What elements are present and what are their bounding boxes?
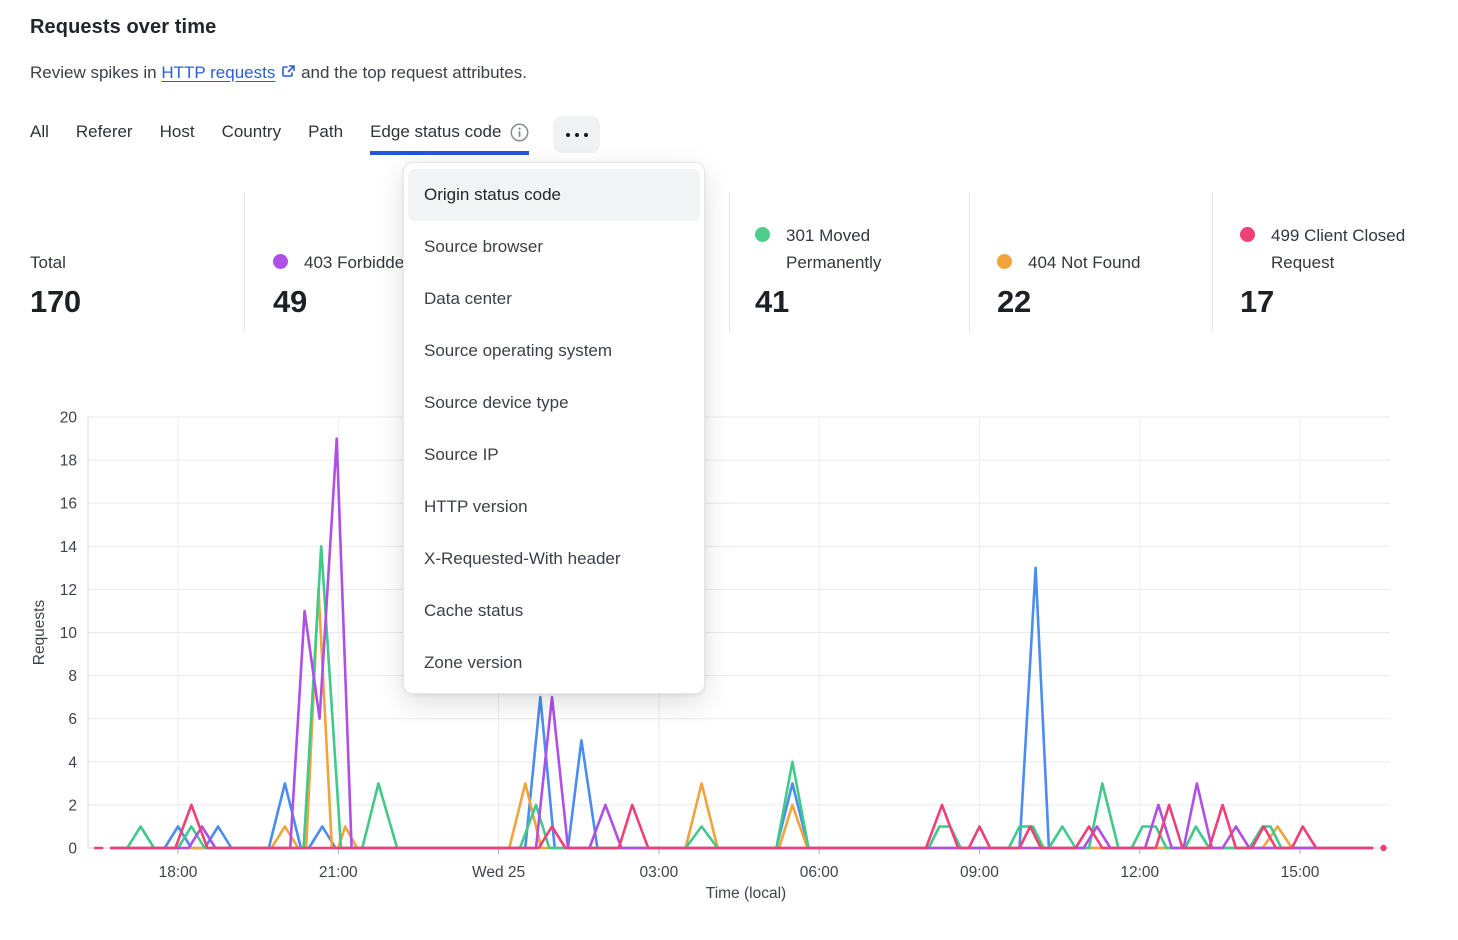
legend-dot-404 bbox=[997, 253, 1012, 269]
series-line bbox=[109, 544, 1374, 850]
tab-all[interactable]: All bbox=[30, 122, 49, 141]
stat-301-moved-permanently: 301 Moved Permanently 41 bbox=[755, 192, 928, 320]
tab-referer[interactable]: Referer bbox=[75, 122, 133, 141]
stat-divider bbox=[244, 192, 245, 332]
y-tick-label: 18 bbox=[60, 453, 77, 470]
stat-divider bbox=[1212, 192, 1213, 332]
subtitle: Review spikes in HTTP requests and the t… bbox=[30, 63, 527, 84]
menu-item-data-center[interactable]: Data center bbox=[424, 289, 512, 308]
subtitle-suffix: and the top request attributes. bbox=[296, 63, 527, 82]
menu-item-source-operating-system[interactable]: Source operating system bbox=[424, 341, 613, 360]
x-tick-label: 03:00 bbox=[639, 864, 678, 881]
menu-item-http-version[interactable]: HTTP version bbox=[424, 497, 528, 516]
x-tick-label: 09:00 bbox=[960, 864, 999, 881]
menu-item-x-requested-with-header[interactable]: X-Requested-With header bbox=[424, 549, 621, 568]
x-tick-label: 15:00 bbox=[1281, 864, 1320, 881]
external-link-icon bbox=[281, 64, 296, 84]
x-tick-label: 06:00 bbox=[800, 864, 839, 881]
more-tabs-button[interactable] bbox=[553, 116, 601, 153]
x-tick-label: 18:00 bbox=[159, 864, 198, 881]
stat-499-client-closed-request: 499 Client Closed Request 17 bbox=[1240, 192, 1413, 320]
info-icon[interactable] bbox=[510, 123, 529, 142]
y-tick-label: 2 bbox=[68, 797, 77, 814]
y-axis-label: Requests bbox=[31, 600, 48, 666]
stat-value: 49 bbox=[273, 284, 307, 319]
y-tick-label: 10 bbox=[60, 625, 78, 642]
stat-divider bbox=[729, 192, 730, 332]
stat-total: Total 170 bbox=[30, 192, 81, 320]
y-tick-label: 6 bbox=[68, 711, 77, 728]
menu-item-cache-status[interactable]: Cache status bbox=[424, 601, 524, 620]
tab-edge-status-code[interactable]: Edge status code bbox=[370, 122, 530, 155]
legend-dot-301 bbox=[755, 226, 770, 242]
x-axis-label: Time (local) bbox=[706, 885, 786, 902]
dimension-tabs: All Referer Host Country Path Edge statu… bbox=[30, 116, 601, 155]
http-requests-link[interactable]: HTTP requests bbox=[161, 63, 276, 82]
stat-label: 403 Forbidden bbox=[304, 252, 414, 272]
attribute-dropdown-menu: Origin status code Source browser Data c… bbox=[403, 162, 705, 694]
series-line bbox=[109, 437, 1374, 850]
page-title: Requests over time bbox=[30, 16, 217, 38]
y-tick-label: 8 bbox=[68, 668, 77, 685]
subtitle-prefix: Review spikes in bbox=[30, 63, 162, 82]
series-line bbox=[109, 566, 1374, 850]
y-tick-label: 14 bbox=[60, 539, 78, 556]
menu-item-source-ip[interactable]: Source IP bbox=[424, 445, 499, 464]
stat-404-not-found: 404 Not Found 22 bbox=[997, 192, 1140, 320]
menu-item-zone-version[interactable]: Zone version bbox=[424, 653, 523, 672]
y-tick-label: 4 bbox=[68, 754, 77, 771]
stat-label: 301 Moved Permanently bbox=[786, 225, 882, 272]
ellipsis-icon bbox=[565, 132, 570, 137]
menu-item-origin-status-code[interactable]: Origin status code bbox=[408, 169, 700, 221]
tab-host[interactable]: Host bbox=[159, 122, 195, 141]
stat-label: Total bbox=[30, 252, 66, 272]
menu-item-source-device-type[interactable]: Source device type bbox=[424, 393, 569, 412]
tab-country[interactable]: Country bbox=[221, 122, 282, 141]
legend-dot-403 bbox=[273, 253, 288, 269]
x-tick-label: 12:00 bbox=[1120, 864, 1159, 881]
stat-label: 499 Client Closed Request bbox=[1271, 225, 1406, 272]
y-tick-label: 12 bbox=[60, 582, 77, 599]
stat-value: 17 bbox=[1240, 284, 1274, 319]
stat-value: 22 bbox=[997, 284, 1031, 319]
stat-403-forbidden: 403 Forbidden 49 bbox=[273, 192, 414, 320]
stat-value: 170 bbox=[30, 284, 81, 319]
tab-path[interactable]: Path bbox=[308, 122, 344, 141]
stat-divider bbox=[969, 192, 970, 332]
legend-dot-499 bbox=[1240, 226, 1255, 242]
menu-item-source-browser[interactable]: Source browser bbox=[424, 237, 544, 256]
y-tick-label: 20 bbox=[60, 410, 78, 427]
x-tick-label: 21:00 bbox=[319, 864, 358, 881]
tab-edge-status-code-label: Edge status code bbox=[370, 122, 502, 141]
stat-value: 41 bbox=[755, 284, 789, 319]
y-tick-label: 16 bbox=[60, 496, 77, 513]
series-line bbox=[109, 803, 1374, 850]
y-tick-label: 0 bbox=[68, 841, 77, 858]
x-tick-label: Wed 25 bbox=[472, 864, 525, 881]
stat-label: 404 Not Found bbox=[1028, 252, 1141, 272]
series-end-dot bbox=[1380, 844, 1387, 852]
